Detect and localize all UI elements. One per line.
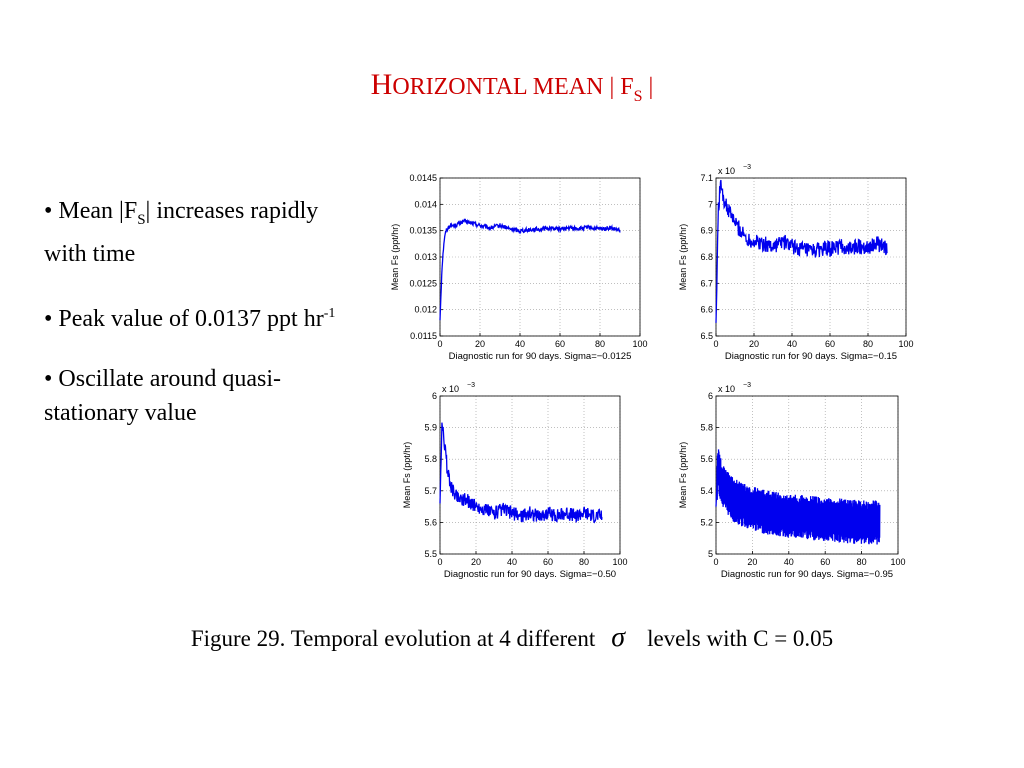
y-axis-label: Mean Fs (ppt/hr) [678,224,688,291]
x-tick-label: 40 [507,557,517,567]
y-tick-label: 0.012 [414,305,437,315]
axis-multiplier: x 10 [442,384,459,394]
x-tick-label: 0 [713,339,718,349]
x-tick-label: 20 [749,339,759,349]
y-tick-label: 0.0125 [409,278,437,288]
axis-multiplier-exponent: −3 [743,382,751,389]
y-axis-label: Mean Fs (ppt/hr) [402,442,412,509]
series-line [439,218,621,321]
y-tick-label: 6.8 [700,252,713,262]
series-line [715,449,881,545]
y-tick-label: 0.0145 [409,173,437,183]
y-tick-label: 5.7 [424,486,437,496]
plot-frame [715,177,907,337]
y-tick-label: 0.0115 [410,331,437,341]
x-tick-label: 80 [595,339,605,349]
y-tick-label: 6.9 [700,226,713,236]
y-tick-label: 5.2 [700,517,713,527]
title-first-letter: H [370,68,393,101]
x-tick-label: 20 [747,557,757,567]
chart-svg: 0 20 40 60 80 100 5 5.2 5.4 5.6 5.8 6 x 10 −3 Diagnost… [678,382,906,580]
axis-multiplier: x 10 [718,166,735,176]
x-tick-label: 60 [543,557,553,567]
bullet-2: • Peak value of 0.0137 ppt hr-1 [44,297,364,336]
y-tick-label: 6.6 [700,305,713,315]
x-tick-label: 100 [632,339,647,349]
x-tick-label: 80 [863,339,873,349]
x-tick-label: 100 [898,339,913,349]
plot-frame [715,395,899,555]
x-axis-label: Diagnostic run for 90 days. Sigma=−0.50 [444,569,616,580]
y-tick-label: 6 [708,391,713,401]
chart-svg: 0 20 40 60 80 100 0.0115 0.012 0.0125 0.013 0.0135… [390,173,648,362]
bullet-1-subscript: S [137,211,146,228]
title-end: | [642,74,654,100]
slide-title: HORIZONTAL MEAN | FS | [0,68,1024,106]
series-line [715,179,888,323]
title-subscript: S [633,88,643,105]
bullet-3: • Oscillate around quasi-stationary valu… [44,362,364,430]
x-tick-label: 60 [555,339,565,349]
x-tick-label: 0 [437,339,442,349]
axis-multiplier-exponent: −3 [467,382,475,389]
axis-multiplier: x 10 [718,384,735,394]
y-tick-label: 5.6 [424,517,437,527]
y-tick-label: 5.4 [700,486,713,496]
bullet-2-text: • Peak value of 0.0137 ppt hr [44,305,324,332]
x-tick-label: 60 [820,557,830,567]
bullet-list: • Mean |FS| increases rapidly with time … [44,194,364,456]
chart-panel-1: 0 20 40 60 80 100 0.0115 0.012 0.0125 0.013 0.0135… [384,162,656,368]
x-tick-label: 100 [612,557,627,567]
chart-svg: 0 20 40 60 80 100 6.5 6.6 6.7 6.8 6.9 7 7.1 x 10 −3 Dia… [678,164,914,362]
plot-frame [439,395,621,555]
caption-text: Figure 29. Temporal evolution at 4 diffe… [190,626,596,651]
x-axis-label: Diagnostic run for 90 days. Sigma=−0.15 [725,351,897,362]
x-tick-label: 0 [437,557,442,567]
x-tick-label: 80 [579,557,589,567]
chart-panel-3: 0 20 40 60 80 100 5.5 5.6 5.7 5.8 5.9 6 x 10 −3 Diagno… [400,378,656,586]
sigma-symbol: σ [611,622,626,653]
bullet-1: • Mean |FS| increases rapidly with time [44,194,364,271]
y-tick-label: 5 [708,549,713,559]
x-tick-label: 40 [784,557,794,567]
y-tick-label: 5.9 [424,423,437,433]
x-tick-label: 20 [471,557,481,567]
bullet-1-text-end: | increases rapidly with time [44,198,319,267]
x-tick-label: 60 [825,339,835,349]
series-line [439,422,603,524]
y-tick-label: 5.5 [424,549,437,559]
chart-svg: 0 20 40 60 80 100 5.5 5.6 5.7 5.8 5.9 6 x 10 −3 Diagno… [402,382,628,580]
y-axis-label: Mean Fs (ppt/hr) [678,442,688,509]
chart-panel-2: 0 20 40 60 80 100 6.5 6.6 6.7 6.8 6.9 7 7.1 x 10 −3 Dia… [674,162,946,368]
y-tick-label: 7 [708,199,713,209]
y-tick-label: 0.014 [414,199,437,209]
x-tick-label: 40 [787,339,797,349]
chart-panel-4: 0 20 40 60 80 100 5 5.2 5.4 5.6 5.8 6 x 10 −3 Diagnost… [674,378,946,586]
x-tick-label: 20 [475,339,485,349]
y-tick-label: 6.5 [700,331,713,341]
y-tick-label: 5.8 [424,454,437,464]
caption-text-end: levels with C = 0.05 [647,626,834,651]
y-tick-label: 0.013 [414,252,437,262]
axis-multiplier-exponent: −3 [743,164,751,171]
y-tick-label: 6 [432,391,437,401]
bullet-2-superscript: -1 [323,305,336,321]
y-tick-label: 7.1 [700,173,713,183]
title-text: ORIZONTAL MEAN | F [392,74,634,100]
y-axis-label: Mean Fs (ppt/hr) [390,224,400,291]
x-tick-label: 80 [857,557,867,567]
figure-caption: Figure 29. Temporal evolution at 4 diffe… [0,622,1024,654]
x-tick-label: 100 [890,557,905,567]
x-axis-label: Diagnostic run for 90 days. Sigma=−0.012… [449,351,632,362]
y-tick-label: 5.8 [700,423,713,433]
y-tick-label: 5.6 [700,454,713,464]
x-tick-label: 40 [515,339,525,349]
bullet-3-text: • Oscillate around quasi-stationary valu… [44,365,281,426]
x-tick-label: 0 [713,557,718,567]
x-axis-label: Diagnostic run for 90 days. Sigma=−0.95 [721,569,893,580]
y-tick-label: 6.7 [700,278,713,288]
y-tick-label: 0.0135 [409,226,437,236]
bullet-1-text: • Mean |F [44,198,138,224]
